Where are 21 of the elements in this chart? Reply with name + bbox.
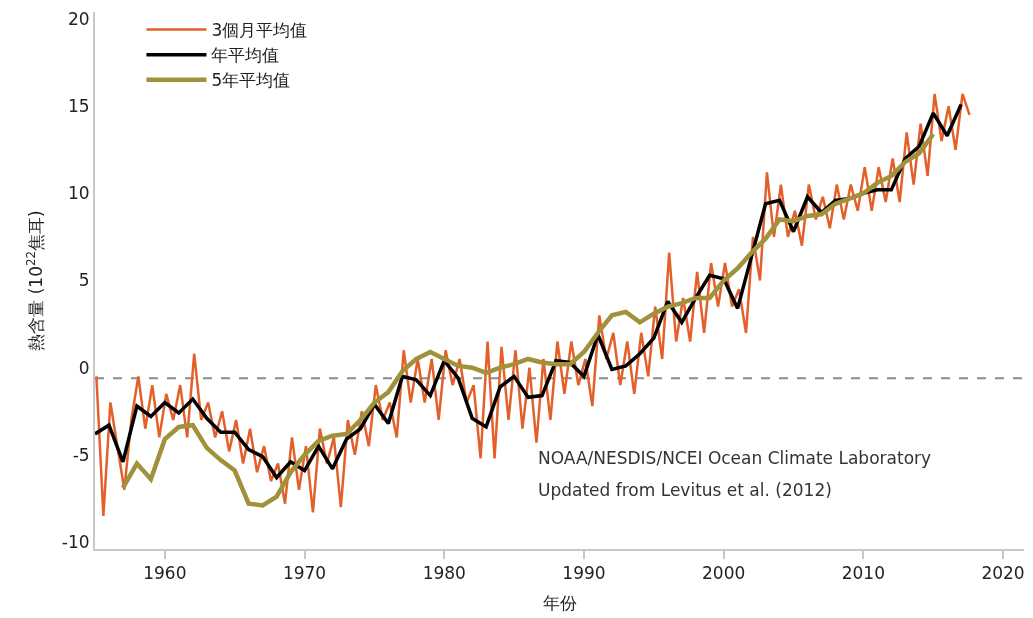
- y-tick-label: -10: [61, 531, 90, 552]
- x-tick-label: 1970: [282, 563, 327, 584]
- x-tick-label: 2000: [702, 563, 746, 584]
- y-tick-label: 20: [67, 8, 90, 29]
- y-tick-label: 15: [67, 96, 90, 117]
- y-tick-label: -5: [72, 444, 90, 465]
- annotation: NOAA/NESDIS/NCEI Ocean Climate Laboratory: [538, 448, 932, 468]
- x-tick-label: 1960: [143, 563, 187, 584]
- y-tick-label: 5: [78, 270, 90, 291]
- y-tick-label: 10: [67, 183, 90, 204]
- x-tick-label: 2010: [841, 563, 885, 584]
- x-axis-title: 年份: [542, 593, 577, 614]
- y-tick-label: 0: [78, 357, 90, 378]
- x-tick-label: 1980: [422, 563, 466, 584]
- legend-label: 5年平均值: [211, 70, 291, 91]
- legend-label: 年平均值: [211, 45, 280, 66]
- x-tick-label: 2020: [981, 563, 1025, 584]
- x-tick-label: 1990: [562, 563, 606, 584]
- legend-label: 3個月平均值: [211, 20, 308, 41]
- line-series: [120, 131, 936, 508]
- annotation: Updated from Levitus et al. (2012): [538, 480, 832, 500]
